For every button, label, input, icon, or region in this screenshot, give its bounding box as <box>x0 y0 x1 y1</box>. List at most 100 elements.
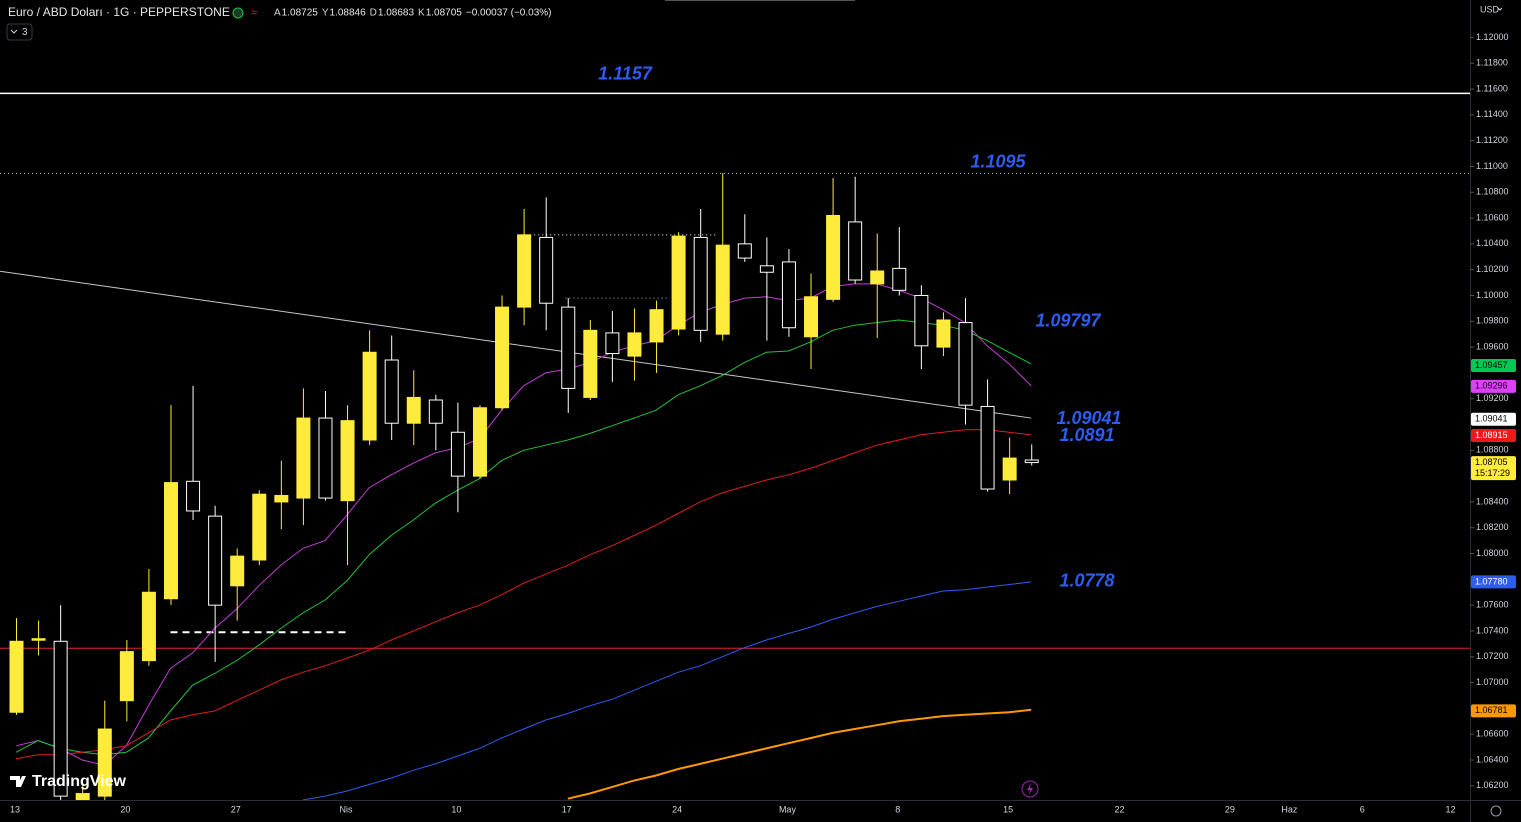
y-tick-label: 1.11400 <box>1476 109 1508 119</box>
price-label-box <box>1471 456 1516 481</box>
candle-body <box>980 405 995 490</box>
ohlc-value: 1.08705 <box>426 8 463 19</box>
candle-body <box>605 332 620 355</box>
x-tick-label: 17 <box>562 804 572 814</box>
alert-icon[interactable] <box>1021 780 1039 798</box>
candle-body <box>75 793 90 800</box>
x-tick-label: 10 <box>451 804 461 814</box>
ohlc-label: K <box>418 8 425 19</box>
price-annotation: 1.1157 <box>598 64 653 84</box>
candle-body <box>406 396 421 424</box>
candle-body <box>737 243 752 259</box>
candle-body <box>958 322 973 406</box>
y-tick-label: 1.09200 <box>1476 393 1509 403</box>
chevron-icon <box>10 29 18 34</box>
y-tick-label: 1.11200 <box>1476 135 1508 145</box>
chevron-icon <box>1497 7 1503 11</box>
x-tick-label: 24 <box>672 804 682 814</box>
price-label-box <box>1471 575 1516 589</box>
indicator-toggle[interactable] <box>6 23 33 41</box>
y-tick-label: 1.07400 <box>1476 625 1509 635</box>
x-tick-label: 20 <box>120 804 130 814</box>
candle-body <box>362 351 377 441</box>
candle-body <box>1002 457 1017 481</box>
candle-body <box>804 296 819 338</box>
y-tick-label: 1.10800 <box>1476 187 1509 197</box>
y-tick-label: 1.10000 <box>1476 290 1509 300</box>
price-label: 1.09296 <box>1475 381 1508 391</box>
y-tick-label: 1.08400 <box>1476 496 1509 506</box>
x-tick-label: Haz <box>1281 804 1298 814</box>
x-tick-label: 22 <box>1114 804 1124 814</box>
candle-body <box>208 515 223 606</box>
candle-body <box>450 431 465 477</box>
y-tick-label: 1.06400 <box>1476 754 1509 764</box>
y-tick-label: 1.07600 <box>1476 600 1509 610</box>
price-label: 1.09457 <box>1475 360 1508 370</box>
y-tick-label: 1.06200 <box>1476 780 1509 790</box>
x-tick-label: 15 <box>1003 804 1013 814</box>
y-tick-label: 1.08200 <box>1476 522 1509 532</box>
price-annotation: 1.1095 <box>970 152 1026 172</box>
moving-average-line <box>15 319 1032 756</box>
candle-body <box>163 482 178 600</box>
ohlc-value: 1.08846 <box>330 8 367 19</box>
price-label: 1.07780 <box>1475 576 1508 586</box>
price-label: 1.09041 <box>1475 414 1508 424</box>
price-annotation: 1.09041 <box>1056 408 1121 428</box>
candle-body <box>428 399 443 424</box>
candle-body <box>53 640 68 797</box>
ohlc-label: Y <box>322 8 329 19</box>
price-label: 1.06781 <box>1475 705 1508 715</box>
candle-body <box>583 329 598 398</box>
price-label: 1.08705 <box>1475 457 1508 467</box>
candle-body <box>826 214 841 300</box>
candle-body <box>781 261 796 329</box>
indicator-count: 3 <box>22 27 28 38</box>
symbol-title: Euro / ABD Doları · 1G · PEPPERSTONE <box>8 5 230 19</box>
settings-icon[interactable] <box>1490 805 1502 817</box>
candle-body <box>384 359 399 424</box>
plot-area <box>0 92 1470 800</box>
price-annotation: 1.0891 <box>1059 425 1114 445</box>
candle-body <box>97 728 112 797</box>
price-label-box <box>1471 379 1516 393</box>
candle-body <box>649 309 664 343</box>
candle-body <box>472 407 487 477</box>
currency-label[interactable]: USD <box>1480 4 1500 14</box>
x-tick-label: Nis <box>340 804 353 814</box>
status-icon <box>232 7 244 19</box>
candle-body <box>31 638 46 641</box>
price-annotation: 1.09797 <box>1035 310 1101 330</box>
y-tick-label: 1.07000 <box>1476 677 1509 687</box>
moving-average-line <box>15 429 1032 760</box>
y-tick-label: 1.07200 <box>1476 651 1509 661</box>
candle-body <box>870 270 885 285</box>
y-tick-label: 1.08000 <box>1476 548 1509 558</box>
trend-segment <box>0 270 1032 419</box>
y-tick-label: 1.11600 <box>1476 83 1508 93</box>
price-annotation: 1.0778 <box>1059 571 1114 591</box>
overlay: 1.11571.10951.097971.090411.08911.07781.… <box>10 32 1516 814</box>
moving-average-line <box>567 708 1032 800</box>
candle-body <box>141 591 156 662</box>
y-tick-label: 1.09800 <box>1476 316 1509 326</box>
y-tick-label: 1.12000 <box>1476 32 1509 42</box>
candle-body <box>715 244 730 335</box>
candle-body <box>848 221 863 281</box>
ohlc-change: −0.00037 (−0.03%) <box>466 8 552 19</box>
price-label-box <box>1471 359 1516 373</box>
candle-body <box>892 267 907 291</box>
candle-body <box>936 319 951 348</box>
ohlc-value: 1.08725 <box>282 8 319 19</box>
candle-body <box>517 234 532 308</box>
y-tick-label: 1.09600 <box>1476 341 1509 351</box>
x-tick-label: 12 <box>1446 804 1456 814</box>
candle-body <box>627 332 642 357</box>
candle-body <box>693 236 708 331</box>
status-icon: ≈ <box>251 7 257 19</box>
alert-icon-bolt <box>1027 783 1033 795</box>
y-tick-label: 1.11800 <box>1476 58 1508 68</box>
ohlc-label: D <box>370 8 377 19</box>
